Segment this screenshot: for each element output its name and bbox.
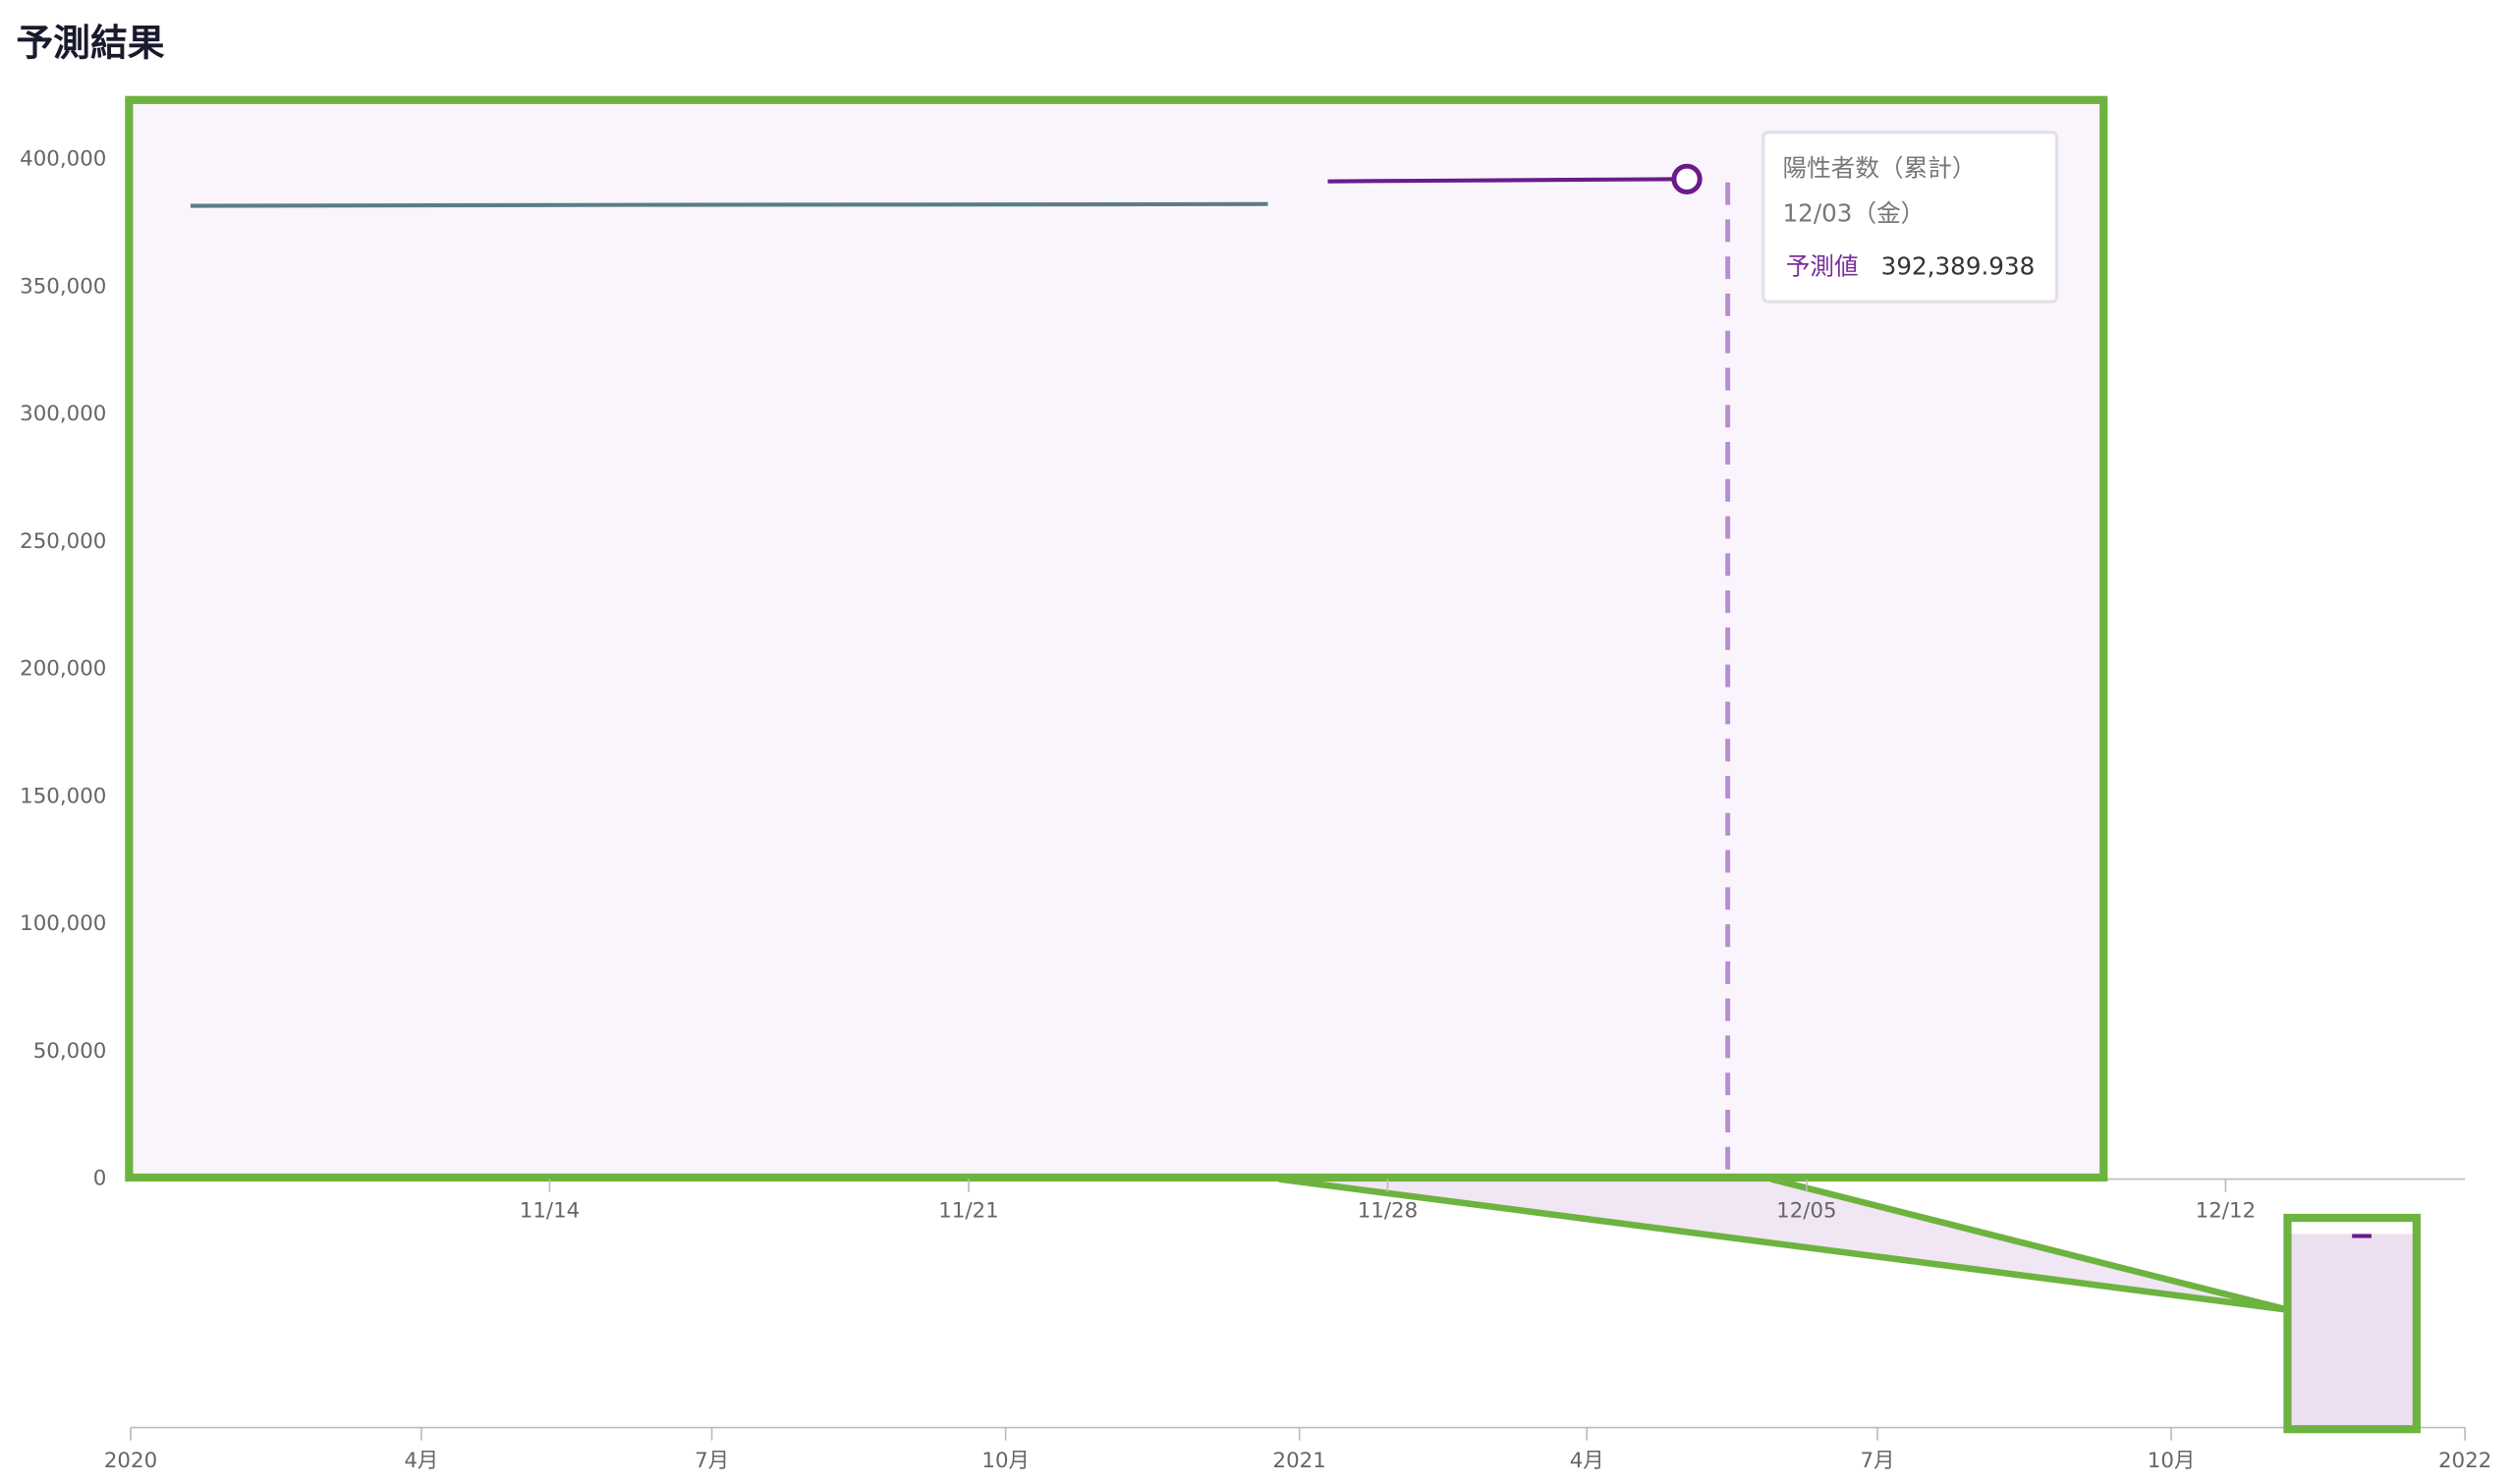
tooltip — [1761, 131, 2059, 303]
highlight-box — [2283, 1213, 2421, 1434]
x-tick-label: 4月 — [404, 1449, 438, 1473]
series-layer — [190, 163, 1703, 208]
y-tick-label: 350,000 — [20, 274, 106, 299]
tooltip-date: 12/03（金） — [1782, 198, 1925, 227]
y-tick-label: 50,000 — [33, 1039, 107, 1064]
y-tick-label: 200,000 — [20, 657, 106, 682]
x-tick-label: 11/21 — [938, 1198, 998, 1223]
x-tick-label: 12/12 — [2196, 1198, 2256, 1223]
y-tick-label: 250,000 — [20, 529, 106, 554]
x-tick-label: 11/14 — [520, 1198, 580, 1223]
highlight-box — [125, 95, 2108, 1182]
x-tick-label: 2022 — [2438, 1449, 2491, 1473]
tooltip-value: 392,389.938 — [1881, 252, 2036, 281]
x-tick-label: 2020 — [104, 1449, 157, 1473]
navigator-window — [2290, 1234, 2414, 1426]
y-tick-label: 0 — [93, 1167, 107, 1191]
y-tick-label: 300,000 — [20, 402, 106, 426]
page-title: 予測結果 — [16, 21, 164, 64]
series-line — [1327, 177, 1688, 184]
hover-point — [1671, 163, 1703, 194]
x-tick-label: 7月 — [1861, 1449, 1895, 1473]
y-tick-label: 400,000 — [20, 147, 106, 172]
x-tick-label: 2021 — [1273, 1449, 1326, 1473]
tooltip-series-name: 予測値 — [1786, 252, 1859, 281]
y-tick-label: 100,000 — [20, 911, 106, 936]
x-tick-label: 10月 — [981, 1449, 1029, 1473]
series-line — [190, 201, 1268, 208]
x-tick-label: 10月 — [2148, 1449, 2195, 1473]
tooltip-title: 陽性者数（累計） — [1782, 153, 1976, 182]
x-tick-label: 7月 — [695, 1449, 729, 1473]
x-tick-label: 4月 — [1570, 1449, 1604, 1473]
x-tick-label: 11/28 — [1358, 1198, 1418, 1223]
navigator-series — [2352, 1234, 2372, 1238]
y-tick-label: 150,000 — [20, 784, 106, 808]
x-tick-label: 12/05 — [1776, 1198, 1836, 1223]
